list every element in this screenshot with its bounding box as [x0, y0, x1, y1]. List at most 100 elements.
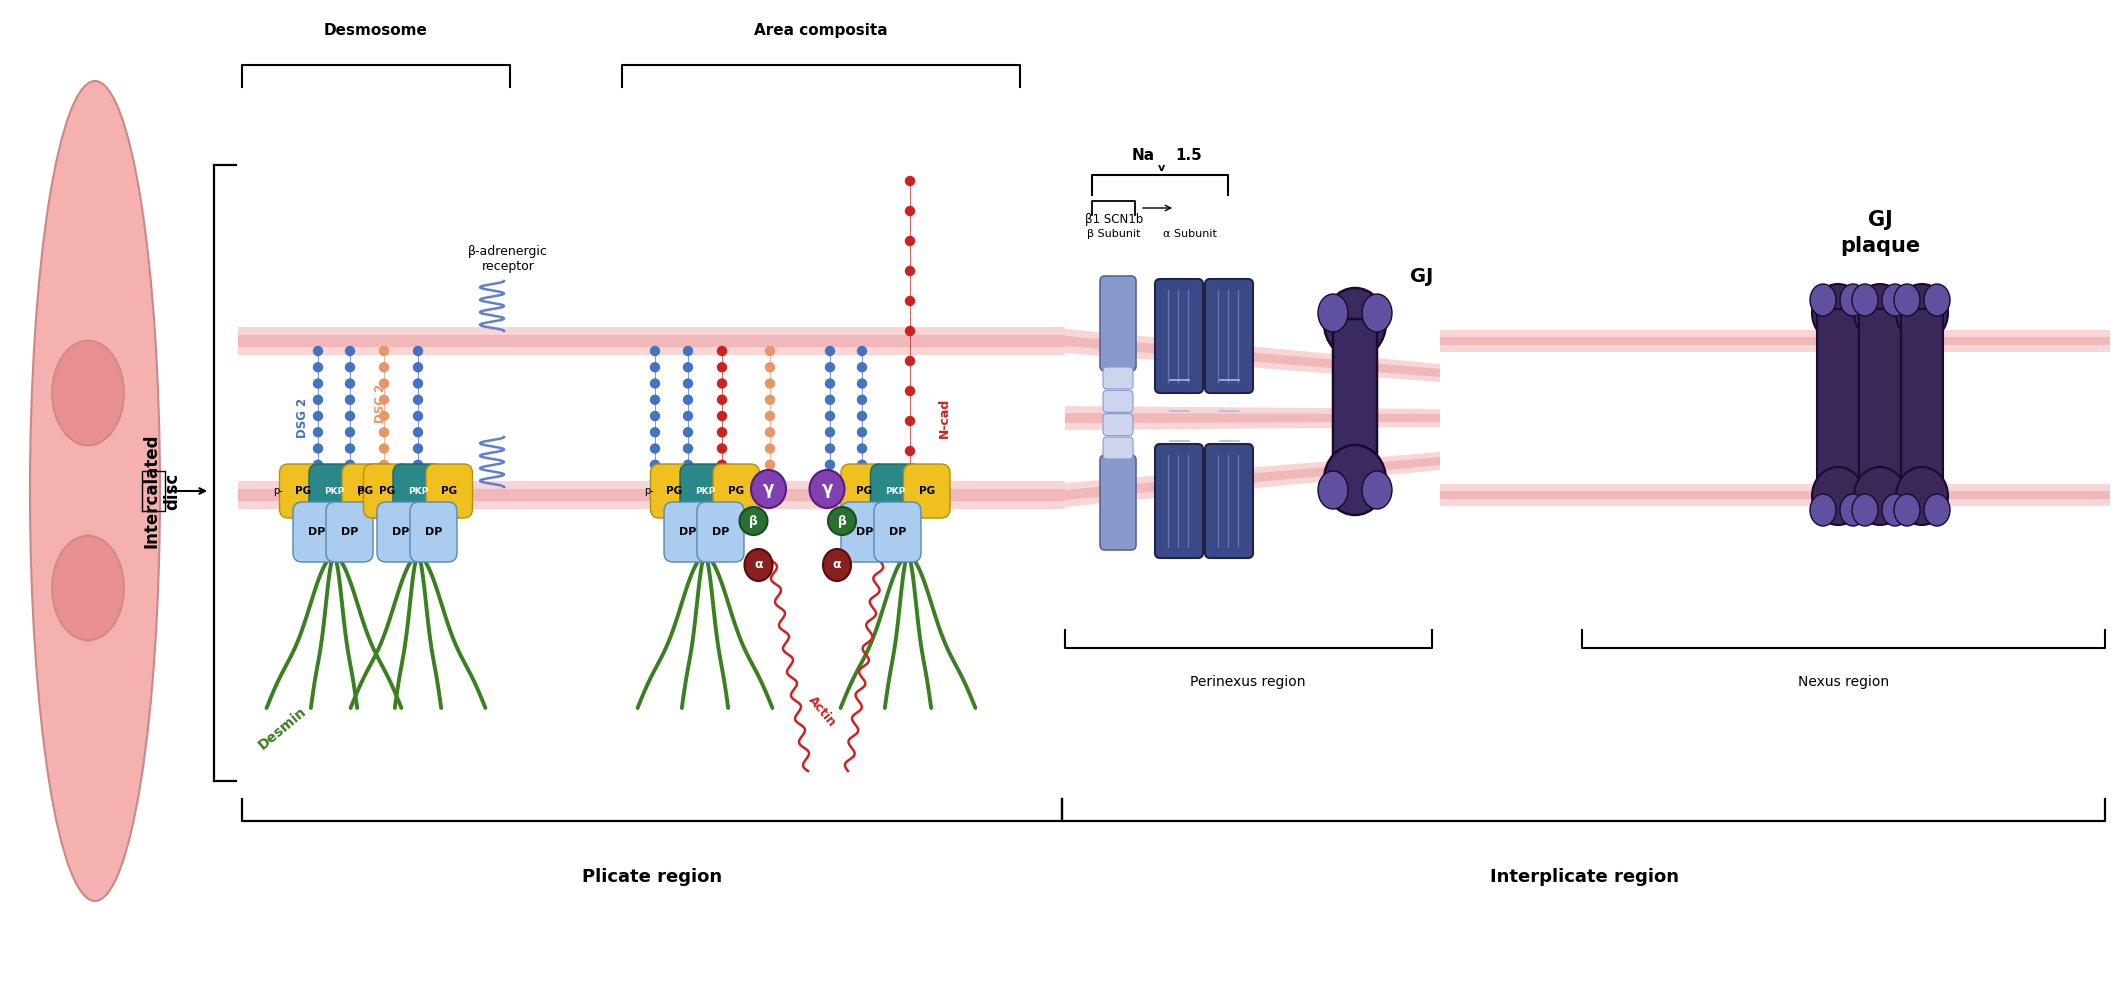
Circle shape — [858, 427, 868, 437]
Circle shape — [313, 427, 323, 437]
FancyBboxPatch shape — [1860, 309, 1900, 484]
Circle shape — [826, 346, 834, 356]
Circle shape — [717, 459, 728, 470]
Bar — [1441, 491, 2111, 499]
FancyBboxPatch shape — [411, 502, 458, 562]
FancyBboxPatch shape — [713, 464, 760, 518]
Polygon shape — [1064, 413, 1441, 423]
Text: GJ: GJ — [1411, 266, 1434, 285]
Text: α: α — [753, 558, 762, 571]
Circle shape — [764, 476, 775, 487]
Circle shape — [379, 362, 389, 373]
FancyBboxPatch shape — [294, 502, 340, 562]
Circle shape — [683, 476, 694, 487]
FancyBboxPatch shape — [681, 464, 730, 518]
Circle shape — [764, 346, 775, 356]
Text: Interplicate region: Interplicate region — [1490, 868, 1679, 886]
Circle shape — [345, 346, 355, 356]
Circle shape — [904, 236, 915, 246]
FancyBboxPatch shape — [904, 464, 949, 518]
Ellipse shape — [741, 507, 768, 535]
Circle shape — [904, 416, 915, 427]
FancyBboxPatch shape — [1100, 276, 1136, 371]
Circle shape — [764, 427, 775, 437]
FancyBboxPatch shape — [364, 464, 411, 518]
Ellipse shape — [1924, 494, 1949, 526]
FancyBboxPatch shape — [1102, 414, 1132, 435]
Circle shape — [826, 459, 834, 470]
Circle shape — [649, 427, 660, 437]
FancyBboxPatch shape — [1102, 390, 1132, 412]
Bar — [238, 327, 1064, 355]
FancyBboxPatch shape — [394, 464, 443, 518]
FancyBboxPatch shape — [875, 502, 921, 562]
FancyBboxPatch shape — [377, 502, 423, 562]
FancyBboxPatch shape — [1204, 279, 1253, 393]
Circle shape — [717, 443, 728, 454]
Circle shape — [649, 459, 660, 470]
Circle shape — [904, 265, 915, 276]
Circle shape — [413, 459, 423, 470]
Ellipse shape — [51, 340, 123, 445]
Circle shape — [826, 378, 834, 388]
Circle shape — [826, 476, 834, 487]
Circle shape — [858, 378, 868, 388]
Circle shape — [683, 346, 694, 356]
Ellipse shape — [1894, 284, 1919, 316]
Text: PKP: PKP — [885, 487, 907, 495]
Circle shape — [764, 394, 775, 405]
Circle shape — [904, 356, 915, 367]
Circle shape — [345, 362, 355, 373]
Text: PG: PG — [728, 486, 745, 496]
Text: DSG 2: DSG 2 — [296, 398, 309, 438]
Text: Area composita: Area composita — [753, 23, 887, 38]
FancyBboxPatch shape — [870, 464, 921, 518]
Circle shape — [413, 378, 423, 388]
Circle shape — [858, 346, 868, 356]
Text: β1 SCN1b: β1 SCN1b — [1085, 213, 1143, 226]
Text: DP: DP — [426, 527, 443, 537]
Ellipse shape — [1896, 467, 1947, 525]
Polygon shape — [1064, 336, 1441, 377]
Text: γ: γ — [762, 480, 775, 498]
Circle shape — [764, 411, 775, 421]
Circle shape — [313, 476, 323, 487]
FancyBboxPatch shape — [841, 464, 887, 518]
FancyBboxPatch shape — [279, 464, 326, 518]
Bar — [238, 481, 1064, 509]
Circle shape — [379, 476, 389, 487]
Ellipse shape — [51, 536, 123, 641]
Ellipse shape — [1894, 494, 1919, 526]
Circle shape — [345, 459, 355, 470]
Circle shape — [683, 443, 694, 454]
Circle shape — [683, 378, 694, 388]
Text: DSC 2: DSC 2 — [375, 383, 387, 423]
FancyBboxPatch shape — [664, 502, 711, 562]
Circle shape — [313, 378, 323, 388]
Ellipse shape — [828, 507, 855, 535]
Circle shape — [379, 394, 389, 405]
Circle shape — [717, 346, 728, 356]
Text: PG: PG — [919, 486, 934, 496]
Text: DP: DP — [309, 527, 326, 537]
Text: PG: PG — [358, 486, 372, 496]
Circle shape — [413, 362, 423, 373]
Polygon shape — [1064, 452, 1441, 507]
FancyBboxPatch shape — [841, 502, 887, 562]
Circle shape — [858, 411, 868, 421]
Circle shape — [413, 411, 423, 421]
Text: plaque: plaque — [1841, 236, 1919, 256]
FancyBboxPatch shape — [1156, 279, 1202, 393]
Text: DP: DP — [392, 527, 409, 537]
Circle shape — [649, 394, 660, 405]
Text: GJ: GJ — [1868, 210, 1892, 230]
Text: PG: PG — [294, 486, 311, 496]
Text: Perinexus region: Perinexus region — [1190, 675, 1307, 689]
Text: Plicate region: Plicate region — [581, 868, 721, 886]
Circle shape — [858, 476, 868, 487]
Circle shape — [764, 378, 775, 388]
Ellipse shape — [1924, 284, 1949, 316]
Bar — [1441, 330, 2111, 352]
Text: DP: DP — [679, 527, 696, 537]
Text: β Subunit: β Subunit — [1087, 229, 1141, 239]
